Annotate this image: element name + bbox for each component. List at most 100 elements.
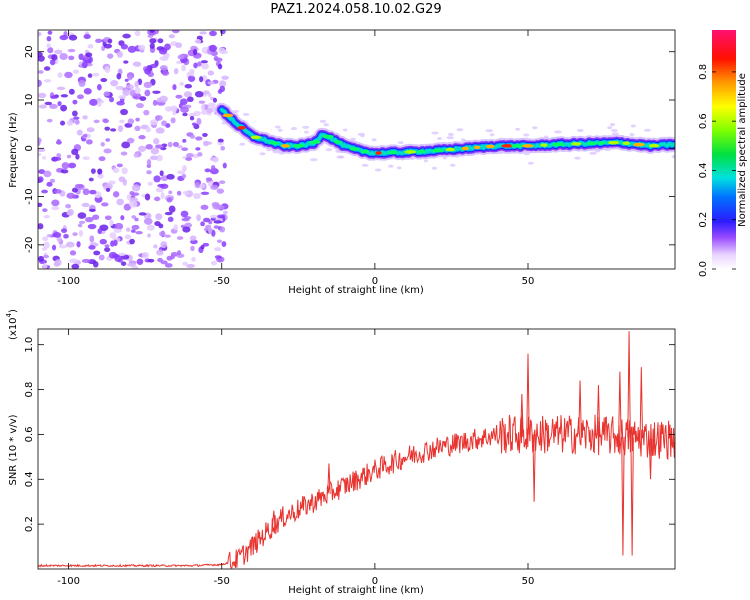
noise-dot [191, 256, 196, 262]
y-exponent-label: (x104) [5, 309, 19, 340]
ridge-hotspot [375, 151, 382, 155]
noise-dot [206, 107, 213, 114]
noise-dot [159, 95, 168, 103]
noise-dot [183, 91, 193, 98]
noise-dot [116, 198, 124, 206]
y-tick-label: 0.6 [24, 426, 35, 442]
noise-dot [72, 69, 80, 74]
top-x-axis-label: Height of straight line (km) [288, 285, 424, 296]
noise-dot [123, 203, 132, 211]
noise-dot [113, 228, 122, 233]
noise-dot [210, 214, 218, 219]
ridge-hotspot [597, 141, 605, 145]
noise-dot [589, 151, 597, 155]
noise-dot [133, 153, 139, 158]
noise-dot [213, 220, 222, 224]
noise-dot [46, 43, 51, 49]
noise-dot [172, 30, 180, 34]
noise-dot [187, 96, 194, 103]
noise-dot [189, 235, 197, 241]
noise-dot [38, 148, 46, 153]
noise-dot [155, 115, 163, 121]
noise-dot [166, 197, 173, 203]
noise-dot [204, 168, 211, 173]
noise-dot [137, 44, 146, 51]
noise-dot [194, 90, 204, 98]
spectrogram-frame [37, 29, 676, 270]
ridge-hotspot [608, 140, 620, 145]
noise-dot [173, 224, 179, 231]
noise-dot [54, 49, 63, 55]
ridge-hotspot [522, 144, 534, 148]
noise-dot [214, 255, 222, 259]
noise-dot [168, 34, 176, 39]
ridge-hotspot [461, 146, 469, 151]
noise-dot [72, 232, 78, 237]
noise-dot [191, 122, 197, 126]
noise-dot [85, 52, 93, 58]
noise-dot [123, 60, 129, 64]
noise-dot [176, 236, 184, 240]
noise-dot [99, 238, 107, 245]
noise-dot [60, 228, 68, 234]
noise-dot [212, 97, 218, 103]
noise-dot [100, 142, 105, 147]
noise-dot [105, 138, 110, 142]
noise-dot [374, 168, 382, 172]
noise-dot [131, 229, 136, 233]
noise-dot [189, 116, 195, 121]
noise-dot [147, 258, 155, 263]
noise-dot [164, 211, 173, 216]
noise-dot [153, 175, 161, 183]
noise-dot [242, 112, 250, 116]
noise-dot [104, 244, 110, 248]
noise-dot [42, 155, 47, 160]
noise-dot [41, 189, 48, 194]
noise-dot [161, 70, 170, 76]
noise-dot [109, 96, 115, 103]
noise-dot [99, 224, 109, 231]
noise-dot [200, 245, 205, 250]
noise-dot [90, 168, 96, 174]
noise-dot [216, 214, 226, 219]
noise-dot [88, 245, 96, 250]
noise-dot [221, 241, 227, 247]
ridge-hotspot [281, 144, 290, 148]
noise-dot [126, 137, 135, 144]
noise-dot [398, 141, 404, 145]
noise-dot [41, 247, 48, 251]
noise-dot [214, 247, 222, 252]
snr-spike [520, 394, 524, 435]
noise-dot [200, 221, 205, 227]
noise-dot [78, 53, 84, 61]
noise-dot [531, 126, 538, 130]
snr-spike [596, 385, 601, 436]
noise-dot [127, 262, 136, 267]
noise-dot [202, 74, 208, 82]
noise-dot [152, 90, 161, 94]
noise-dot [42, 262, 48, 269]
noise-dot [97, 168, 103, 175]
noise-dot [121, 167, 128, 175]
noise-dot [217, 89, 223, 94]
noise-dot [610, 129, 618, 133]
noise-dot [60, 120, 66, 126]
noise-dot [144, 67, 152, 75]
y-tick-label: 0.4 [24, 471, 35, 487]
snr-spike [627, 331, 631, 438]
ridge-hotspot [474, 145, 481, 150]
noise-dot [431, 166, 438, 170]
noise-dot [43, 241, 50, 249]
noise-dot [117, 125, 124, 133]
noise-dot [134, 125, 141, 132]
noise-dot [56, 86, 66, 91]
noise-dot [114, 222, 124, 230]
noise-dot [146, 224, 156, 231]
noise-dot [196, 117, 202, 126]
noise-dot [120, 108, 129, 116]
ridge-hotspot [322, 134, 334, 139]
ridge-hotspot [404, 150, 417, 154]
noise-dot [145, 127, 151, 133]
noise-dot [197, 152, 203, 157]
noise-dot [629, 133, 635, 137]
